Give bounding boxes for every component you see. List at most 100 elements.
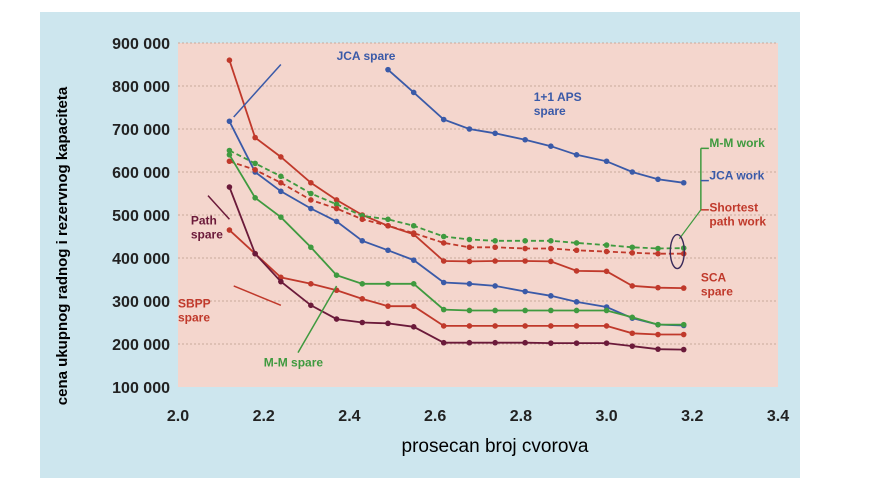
data-point-m-m-spare-9 (466, 307, 473, 314)
annotation-jca-spare-0: JCA spare (337, 49, 396, 63)
data-point-sbpp-spare-7 (410, 303, 417, 309)
data-point-1-1-aps-spare-3 (466, 126, 473, 132)
data-point-1-1-aps-spare-10 (655, 176, 661, 183)
data-point-m-m-spare-7 (410, 281, 417, 287)
data-point-path-spare-3 (308, 302, 314, 309)
data-point-jca-spare-2 (278, 188, 284, 195)
data-point-m-m-work-9 (466, 236, 473, 243)
series-line-sbpp-spare (228, 229, 684, 336)
pointer-mm-spare (297, 285, 338, 353)
data-point-m-m-work-14 (603, 242, 610, 248)
y-tick-label-3: 400 000 (112, 251, 170, 268)
data-point-path-spare-14 (603, 340, 610, 346)
x-tick-label-5: 3.0 (595, 408, 617, 425)
annotation-sca-spare-0: SCA (701, 271, 727, 285)
data-point-shortest-path-work-17 (680, 285, 687, 291)
annotation-aps-spare-0: 1+1 APS (534, 90, 582, 104)
data-point-jca-work-13 (573, 247, 580, 254)
data-point-jca-work-5 (359, 216, 366, 223)
data-point-path-spare-5 (359, 319, 366, 326)
data-point-jca-work-12 (548, 245, 554, 252)
data-point-1-1-aps-spare-8 (603, 158, 610, 165)
annotation-path-spare-0: Path (191, 213, 217, 227)
data-point-m-m-work-8 (440, 233, 447, 240)
series-line-jca-work (229, 160, 684, 255)
data-point-path-spare-6 (385, 320, 391, 327)
x-tick-label-6: 3.2 (681, 408, 703, 425)
y-tick-label-7: 800 000 (112, 79, 170, 96)
y-tick-label-0: 100 000 (112, 380, 170, 397)
data-point-m-m-spare-14 (603, 307, 610, 314)
data-point-shortest-path-work-11 (522, 258, 528, 264)
data-point-sbpp-spare-9 (466, 323, 473, 329)
data-point-jca-spare-10 (492, 283, 498, 289)
data-point-m-m-spare-12 (548, 307, 554, 314)
data-point-shortest-path-work-15 (629, 283, 636, 289)
annotation-mm-work-0: M-M work (709, 136, 765, 150)
annotation-sbpp-spare-0: SBPP (178, 296, 211, 310)
data-point-1-1-aps-spare-5 (522, 136, 528, 143)
data-point-path-spare-17 (680, 346, 687, 353)
data-point-shortest-path-work-3 (308, 179, 314, 186)
data-point-sbpp-spare-11 (522, 323, 528, 329)
data-point-shortest-path-work-0 (226, 57, 233, 63)
data-point-jca-spare-9 (466, 281, 473, 287)
data-point-m-m-spare-10 (492, 307, 498, 314)
data-point-jca-spare-6 (385, 247, 391, 254)
annotation-shortest-work-0: Shortest (709, 201, 758, 215)
data-point-sbpp-spare-15 (629, 330, 636, 337)
data-point-shortest-path-work-14 (603, 268, 610, 275)
data-point-jca-spare-7 (410, 257, 417, 263)
data-point-m-m-spare-8 (440, 306, 447, 313)
y-tick-label-6: 700 000 (112, 122, 170, 139)
data-point-m-m-work-4 (333, 201, 340, 208)
data-point-path-spare-11 (522, 339, 528, 346)
data-point-sbpp-spare-8 (440, 323, 447, 329)
data-point-path-spare-2 (278, 278, 284, 285)
data-point-m-m-spare-16 (655, 321, 661, 328)
data-point-m-m-spare-0 (226, 152, 233, 158)
data-point-m-m-spare-17 (680, 321, 687, 328)
data-point-m-m-spare-6 (385, 281, 391, 287)
data-point-jca-spare-4 (333, 218, 340, 225)
annotation-shortest-work-1: path work (709, 215, 766, 229)
data-point-shortest-path-work-1 (252, 134, 258, 141)
data-point-path-spare-15 (629, 343, 636, 349)
data-point-m-m-work-12 (548, 238, 554, 244)
data-point-shortest-path-work-10 (492, 258, 498, 264)
data-point-jca-work-1 (252, 167, 258, 173)
legend-bracket-pointer (678, 209, 702, 240)
data-point-1-1-aps-spare-4 (492, 130, 498, 137)
data-point-sbpp-spare-16 (655, 331, 661, 338)
data-point-shortest-path-work-12 (548, 258, 554, 265)
data-point-sbpp-spare-3 (308, 281, 314, 287)
y-tick-label-4: 500 000 (112, 208, 170, 225)
data-point-jca-work-6 (385, 222, 391, 229)
annotation-path-spare-1: spare (191, 227, 223, 241)
data-point-m-m-work-10 (492, 238, 498, 244)
series-line-m-m-spare (228, 154, 684, 326)
x-tick-label-4: 2.8 (510, 408, 532, 425)
data-point-shortest-path-work-13 (573, 268, 580, 274)
x-tick-label-3: 2.6 (424, 408, 446, 425)
data-point-jca-spare-0 (226, 118, 233, 125)
data-point-m-m-work-2 (278, 173, 284, 180)
annotation-jca-work-0: JCA work (709, 169, 764, 183)
y-tick-label-2: 300 000 (112, 294, 170, 311)
data-point-m-m-spare-1 (252, 195, 258, 201)
data-point-jca-spare-11 (522, 288, 528, 295)
data-point-path-spare-9 (466, 339, 473, 346)
data-point-m-m-work-0 (226, 147, 233, 154)
data-point-jca-work-2 (278, 179, 284, 186)
data-point-path-spare-1 (252, 250, 258, 257)
data-point-m-m-work-11 (522, 238, 528, 244)
data-point-m-m-work-6 (385, 216, 391, 223)
data-point-sbpp-spare-0 (226, 227, 233, 233)
data-point-m-m-spare-3 (308, 244, 314, 251)
data-point-path-spare-0 (226, 184, 233, 190)
data-point-shortest-path-work-16 (655, 284, 661, 291)
annotation-sca-spare-1: spare (701, 285, 733, 299)
data-point-1-1-aps-spare-6 (548, 143, 554, 149)
x-tick-label-7: 3.4 (767, 408, 789, 425)
series-line-m-m-work (228, 149, 684, 250)
